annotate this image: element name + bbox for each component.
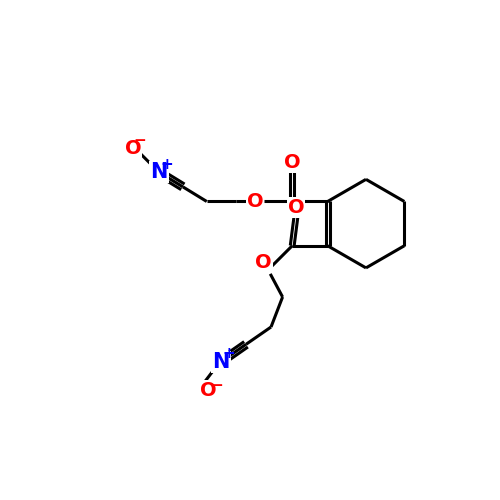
Text: +: + bbox=[222, 346, 235, 362]
Text: −: − bbox=[211, 378, 224, 393]
Text: O: O bbox=[200, 380, 217, 400]
Text: O: O bbox=[284, 154, 300, 172]
Text: +: + bbox=[160, 157, 173, 172]
Text: O: O bbox=[288, 198, 304, 217]
Text: N: N bbox=[150, 162, 168, 182]
Text: O: O bbox=[246, 192, 263, 211]
Text: N: N bbox=[212, 352, 230, 372]
Text: −: − bbox=[134, 133, 146, 148]
Text: O: O bbox=[124, 139, 141, 158]
Text: O: O bbox=[255, 253, 272, 272]
